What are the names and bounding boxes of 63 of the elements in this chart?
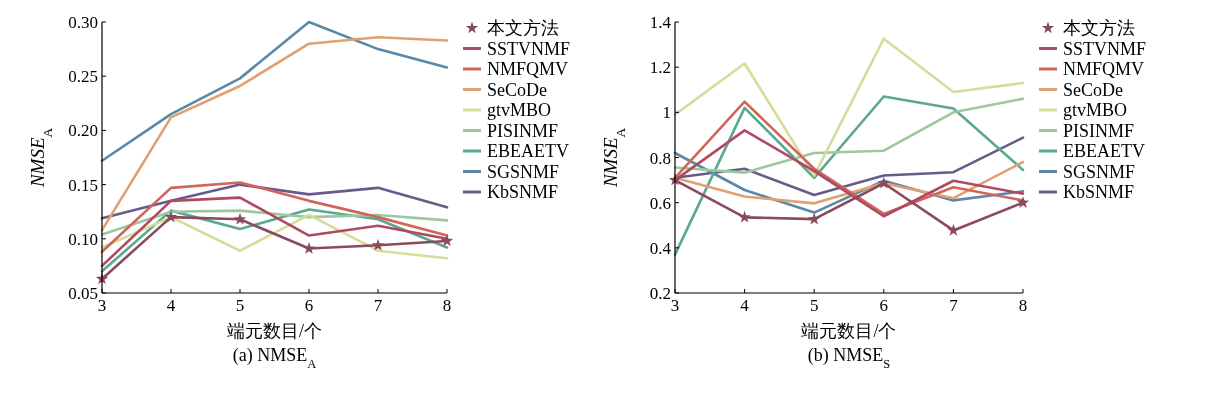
y-tick-label: 0.8 [649, 148, 671, 168]
legend-label: NMFQMV [1063, 59, 1145, 79]
legend-label: SGSNMF [1063, 161, 1136, 182]
line-series [673, 97, 1025, 174]
y-tick-label: 0.05 [68, 284, 98, 303]
point [371, 238, 385, 251]
point [164, 210, 178, 223]
legend-label: 本文方法 [487, 18, 559, 38]
x-axis-title: 端元数目/个 [801, 321, 897, 341]
legend-label: EBEAETV [487, 141, 569, 161]
point [302, 242, 316, 254]
legend-label: SeCoDe [487, 79, 547, 100]
x-tick-label: 5 [235, 296, 245, 315]
x-tick-label: 8 [1018, 296, 1028, 315]
x-tick-label: 4 [740, 296, 750, 315]
x-tick-label: 6 [879, 296, 889, 315]
legend-label: PISINMF [487, 120, 559, 141]
y-tick-label: 1.4 [649, 13, 672, 32]
line-series [100, 213, 449, 260]
y-tick-label: 0.4 [649, 238, 672, 258]
line-series [673, 95, 1025, 256]
y-tick-label: 0.20 [68, 121, 98, 141]
legend-label: gtvMBO [1063, 100, 1128, 120]
x-tick-label: 7 [373, 296, 383, 315]
line-series [100, 35, 449, 232]
text: (b) NMSE$_{S}$ [807, 345, 891, 371]
legend-label: KbSNMF [1063, 182, 1135, 202]
y-tick-label: 0.15 [68, 175, 98, 195]
point [877, 176, 890, 189]
x-tick-label: 5 [809, 296, 819, 315]
point [947, 223, 960, 236]
y-tick-label: 1 [662, 103, 671, 123]
y-tick-label: 0.6 [649, 193, 671, 213]
point [440, 234, 454, 247]
legend-label: KbSNMF [487, 182, 559, 202]
x-tick-label: 6 [304, 296, 314, 315]
legend-label: SSTVNMF [1063, 38, 1147, 59]
legend-label: EBEAETV [1063, 141, 1145, 161]
point [808, 212, 821, 225]
y-tick-label: 1.2 [649, 58, 671, 78]
y-tick-label: 0.10 [68, 229, 98, 249]
x-tick-label: 3 [97, 296, 107, 315]
legend-label: NMFQMV [487, 59, 569, 79]
x-tick-label: 7 [949, 296, 959, 315]
legend-label: SGSNMF [487, 161, 560, 182]
line-series [673, 37, 1025, 177]
text: (a) NMSE$_{A}$ [232, 345, 317, 371]
x-tick-label: 8 [442, 296, 452, 315]
y-tick-label: 0.30 [68, 13, 98, 32]
x-tick-label: 4 [166, 296, 176, 315]
x-axis-title: 端元数目/个 [226, 321, 323, 341]
y-tick-label: 0.2 [649, 284, 671, 303]
x-tick-label: 3 [670, 296, 680, 315]
y-tick-label: 0.25 [68, 67, 98, 87]
point [1016, 196, 1030, 208]
legend-label: 本文方法 [1063, 18, 1135, 38]
legend-label: SeCoDe [1063, 79, 1123, 100]
point [233, 212, 247, 225]
point [738, 210, 751, 223]
legend-label: gtvMBO [487, 100, 552, 120]
legend-label: PISINMF [1063, 120, 1135, 141]
legend-label: SSTVNMF [487, 38, 571, 59]
line-series [100, 20, 449, 163]
